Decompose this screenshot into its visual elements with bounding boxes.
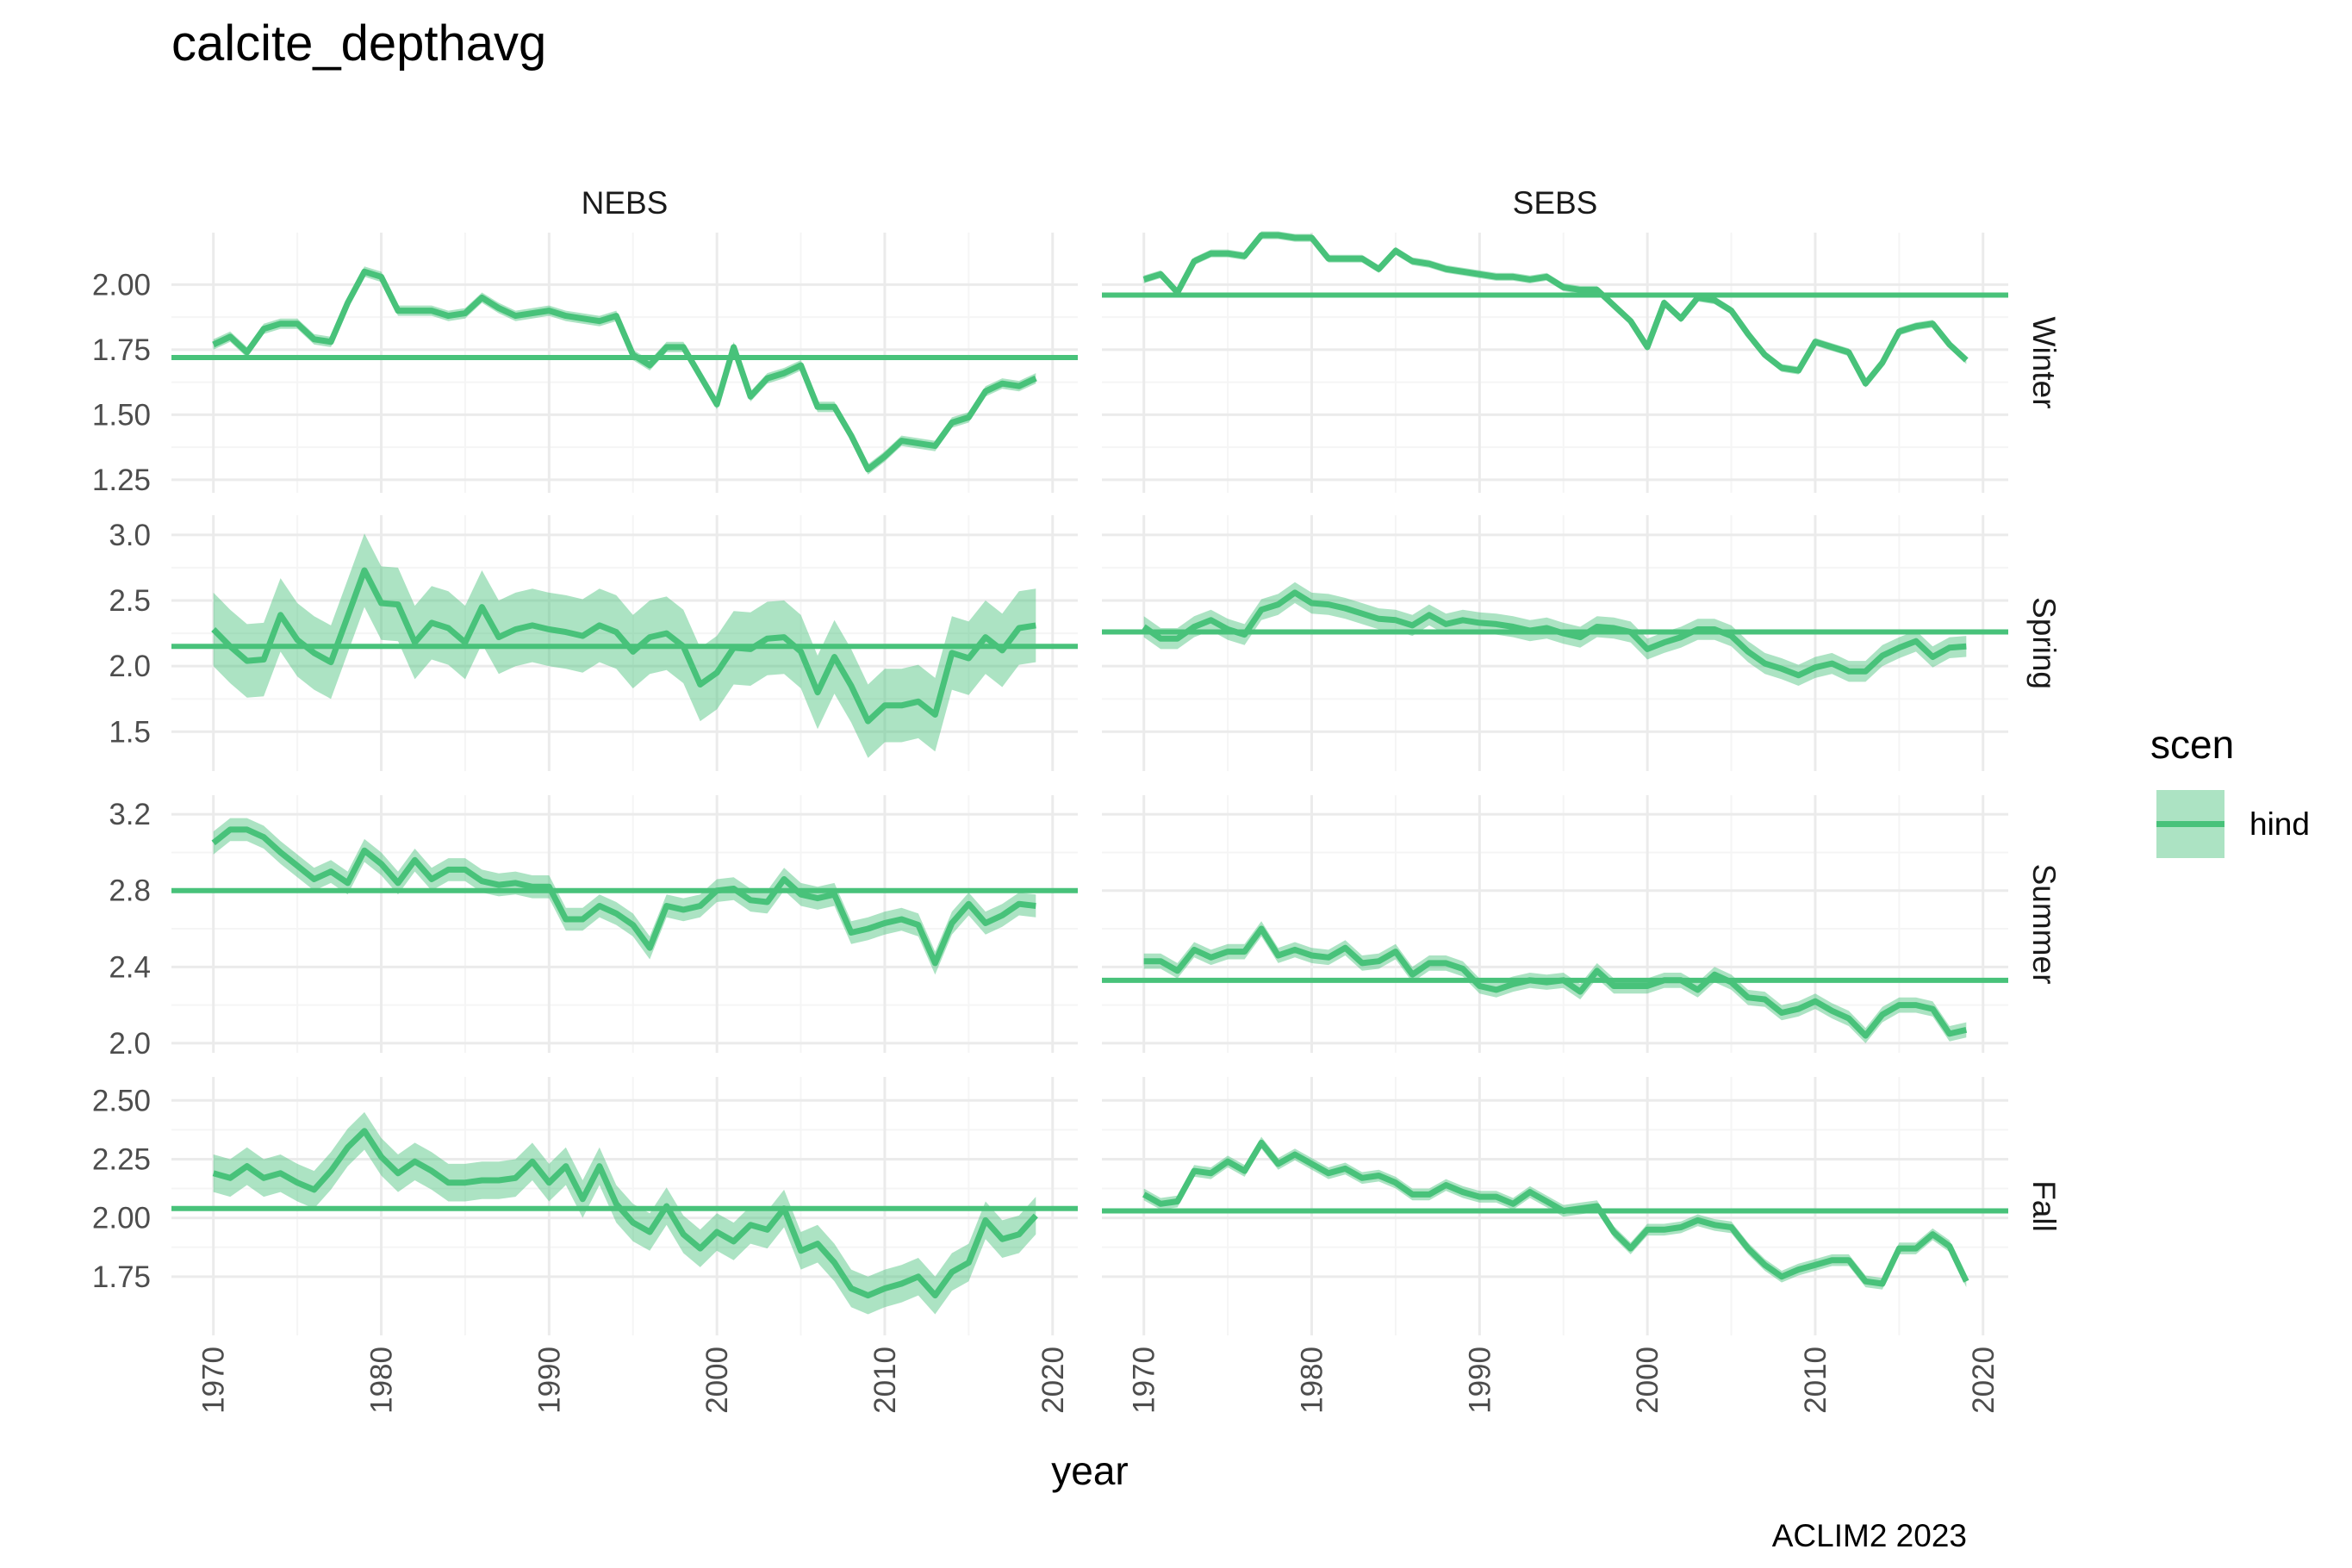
panel-nebs-spring (171, 515, 1078, 771)
x-tick-label: 2010 (868, 1347, 902, 1414)
panel-nebs-fall (171, 1077, 1078, 1335)
chart-title: calcite_depthavg (171, 16, 546, 72)
x-tick-label: 2000 (1631, 1347, 1664, 1414)
y-tick-label: 1.25 (92, 464, 151, 497)
strip-label-fall: Fall (2026, 1180, 2062, 1232)
y-tick-label: 3.2 (109, 798, 151, 831)
panel-nebs-winter (171, 233, 1078, 493)
strip-label-summer: Summer (2026, 864, 2062, 985)
y-tick-label: 1.75 (92, 1260, 151, 1294)
y-tick-label: 1.50 (92, 398, 151, 432)
x-tick-label: 2000 (700, 1347, 734, 1414)
y-tick-label: 2.00 (92, 1202, 151, 1235)
series-line-hind (212, 1128, 1038, 1299)
x-tick-label: 2020 (1967, 1347, 2000, 1414)
x-tick-label: 2020 (1036, 1347, 1070, 1414)
y-tick-label: 2.50 (92, 1084, 151, 1117)
series-line-hind (211, 826, 1036, 967)
x-tick-label: 1970 (1128, 1347, 1161, 1414)
facet-panels (171, 231, 2008, 1335)
y-tick-label: 1.5 (109, 715, 151, 749)
x-tick-label: 1990 (1463, 1347, 1496, 1414)
panel-nebs-summer (171, 795, 1078, 1053)
strip-label-sebs: SEBS (1513, 185, 1598, 221)
y-tick-label: 2.0 (109, 1027, 151, 1061)
panel-sebs-fall (1102, 1077, 2008, 1335)
y-tick-label: 1.75 (92, 333, 151, 367)
y-tick-label: 2.5 (109, 584, 151, 618)
x-tick-label: 1980 (365, 1347, 399, 1414)
y-tick-label: 3.0 (109, 519, 151, 552)
legend: scen hind (2150, 722, 2310, 858)
series-line-hind (211, 567, 1036, 725)
y-tick-label: 2.00 (92, 268, 151, 302)
x-tick-label: 1970 (197, 1347, 231, 1414)
strip-label-spring: Spring (2026, 597, 2062, 689)
confidence-band (1143, 1136, 1967, 1290)
confidence-band (213, 818, 1036, 975)
strip-label-winter: Winter (2026, 317, 2062, 409)
series-line-hind (1142, 1139, 1969, 1287)
series-line-hind (1143, 925, 1968, 1039)
series-line-hind (212, 268, 1037, 473)
x-axis-title: year (1051, 1448, 1128, 1493)
series-line-hind (1142, 589, 1967, 679)
legend-label-hind: hind (2249, 806, 2310, 842)
x-tick-label: 2010 (1799, 1347, 1832, 1414)
y-tick-label: 2.25 (92, 1142, 151, 1176)
y-tick-label: 2.4 (109, 950, 151, 984)
facet-axes: NEBS SEBS Winter Spring Summer Fall 1.25 1.50 1.… (92, 185, 2062, 1414)
x-tick-label: 1980 (1296, 1347, 1329, 1414)
series-line-hind (1142, 232, 1969, 387)
confidence-band (1143, 231, 1967, 388)
y-tick-label: 2.8 (109, 874, 151, 908)
panel-sebs-spring (1102, 515, 2008, 771)
legend-title: scen (2150, 722, 2234, 767)
panel-sebs-summer (1102, 795, 2008, 1053)
panel-sebs-winter (1102, 231, 2008, 493)
caption: ACLIM2 2023 (1772, 1518, 1967, 1553)
y-tick-label: 2.0 (109, 650, 151, 683)
x-tick-label: 1990 (532, 1347, 566, 1414)
strip-label-nebs: NEBS (582, 185, 669, 221)
